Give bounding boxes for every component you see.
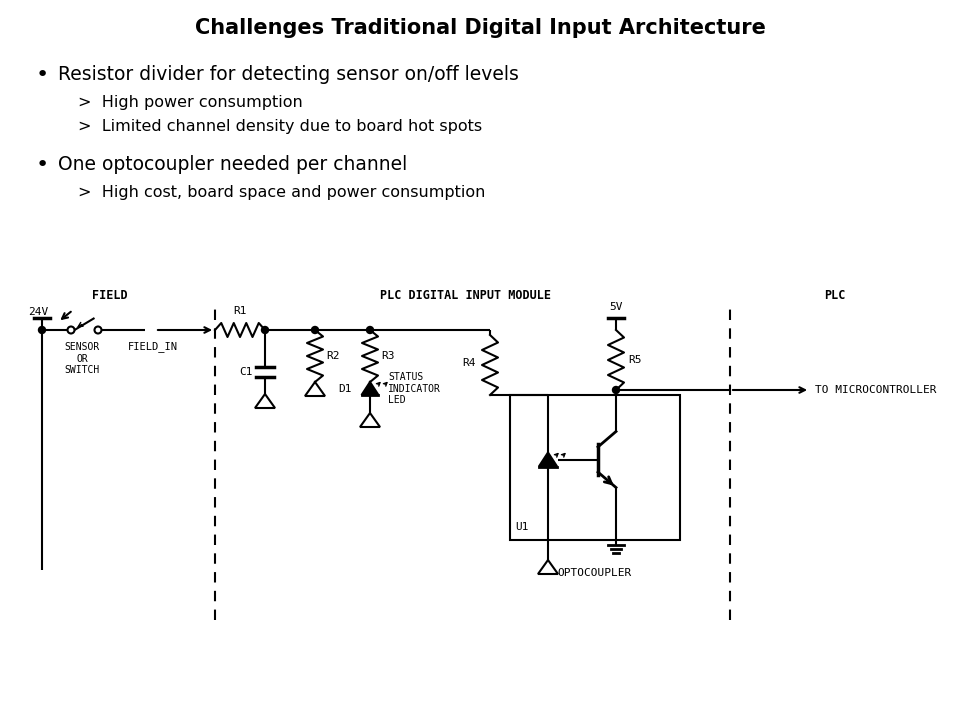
Text: OPTOCOUPLER: OPTOCOUPLER bbox=[558, 568, 632, 578]
Text: PLC: PLC bbox=[825, 289, 846, 302]
Text: >  High cost, board space and power consumption: > High cost, board space and power consu… bbox=[78, 186, 486, 200]
Text: STATUS
INDICATOR
LED: STATUS INDICATOR LED bbox=[388, 372, 441, 405]
Text: C1: C1 bbox=[239, 367, 253, 377]
Circle shape bbox=[38, 326, 45, 333]
Text: TO MICROCONTROLLER: TO MICROCONTROLLER bbox=[815, 385, 937, 395]
Polygon shape bbox=[539, 452, 557, 467]
Text: Resistor divider for detecting sensor on/off levels: Resistor divider for detecting sensor on… bbox=[58, 66, 518, 84]
Text: One optocoupler needed per channel: One optocoupler needed per channel bbox=[58, 156, 407, 174]
Text: FIELD: FIELD bbox=[92, 289, 128, 302]
Text: FIELD_IN: FIELD_IN bbox=[128, 341, 178, 352]
Circle shape bbox=[311, 326, 319, 333]
Text: 5V: 5V bbox=[610, 302, 623, 312]
Text: •: • bbox=[36, 65, 49, 85]
Text: R2: R2 bbox=[326, 351, 340, 361]
Text: R5: R5 bbox=[628, 355, 641, 365]
Text: >  High power consumption: > High power consumption bbox=[78, 96, 302, 110]
Text: R3: R3 bbox=[381, 351, 395, 361]
Text: U1: U1 bbox=[515, 522, 529, 532]
Text: R4: R4 bbox=[463, 358, 476, 367]
Circle shape bbox=[261, 326, 269, 333]
Circle shape bbox=[612, 387, 619, 394]
Text: 24V: 24V bbox=[28, 307, 48, 317]
Text: >  Limited channel density due to board hot spots: > Limited channel density due to board h… bbox=[78, 120, 482, 135]
Text: PLC DIGITAL INPUT MODULE: PLC DIGITAL INPUT MODULE bbox=[379, 289, 550, 302]
Text: D1: D1 bbox=[339, 384, 352, 394]
Bar bbox=[510, 395, 680, 540]
Text: SENSOR
OR
SWITCH: SENSOR OR SWITCH bbox=[64, 342, 100, 375]
Text: •: • bbox=[36, 155, 49, 175]
Circle shape bbox=[367, 326, 373, 333]
Text: R1: R1 bbox=[233, 306, 247, 316]
Polygon shape bbox=[362, 382, 378, 395]
Text: Challenges Traditional Digital Input Architecture: Challenges Traditional Digital Input Arc… bbox=[195, 18, 765, 38]
